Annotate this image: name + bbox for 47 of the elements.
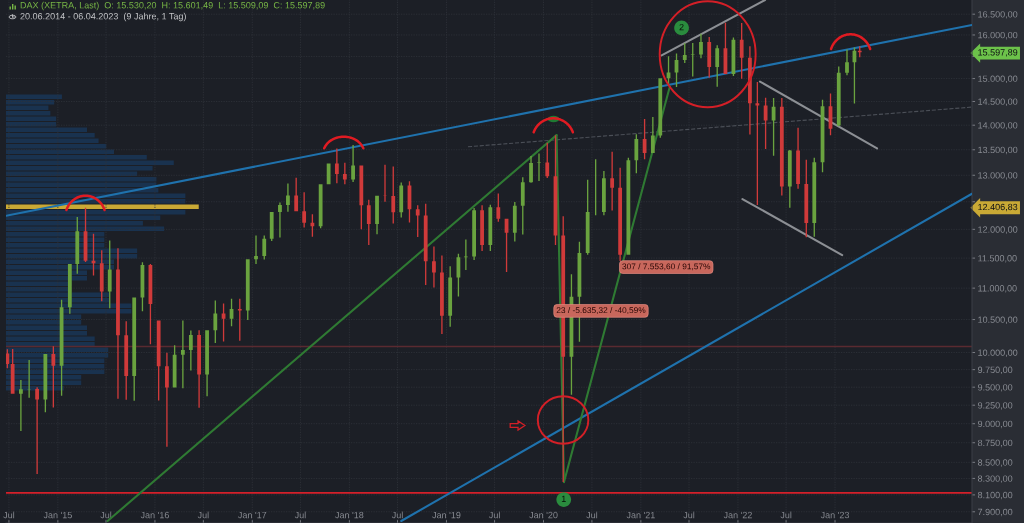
y-tick-label: 14.000,00 [978,122,1018,130]
annotation: 2 [679,23,684,31]
x-tick-label: Jul [391,511,403,519]
x-tick-label: Jul [294,511,306,519]
y-tick-label: 16.000,00 [978,31,1018,40]
annotation: 1 [561,495,566,502]
x-tick-label: Jan '22 [723,511,752,519]
y-tick-label: 9.250,00 [977,402,1013,410]
y-tick-label: 13.500,00 [978,146,1018,155]
y-tick-label: 9.500,00 [977,384,1013,392]
y-tick-label: 15.597,89 [978,49,1018,57]
y-tick-label: 12.000,00 [978,226,1018,234]
y-tick-label: 15.000,00 [978,75,1018,83]
chart-title: DAX (XETRA, Last) O: 15.530,20 H: 15.601,49 L: 15.509,09 C: 15.597,89 [20,1,325,11]
x-tick-label: Jan '23 [820,511,850,519]
x-tick-label: Jan '21 [626,511,655,519]
x-tick-label: Jul [3,511,15,519]
annotation: 307 / 7.553,60 / 91,57% [622,263,711,271]
x-tick-label: Jan '15 [43,511,72,519]
y-tick-label: 8.750,00 [977,439,1013,448]
x-tick-label: Jan '18 [335,511,364,519]
y-tick-label: 8.100,00 [977,491,1013,500]
x-tick-label: Jul [197,511,209,519]
x-tick-label: Jul [586,511,598,519]
y-tick-label: 10.500,00 [978,316,1018,324]
y-tick-label: 14.500,00 [978,98,1018,106]
x-tick-label: Jan '20 [529,511,558,519]
y-tick-label: 7.900,00 [978,508,1013,517]
y-tick-label: 9.750,00 [977,366,1013,375]
x-tick-label: Jan '19 [432,511,461,519]
text: 20.06.2014 - 06.04.2023 (9 Jahre, 1 Tag) [20,12,186,22]
x-tick-label: Jan '17 [238,511,267,519]
x-tick-label: Jul [100,511,112,519]
y-tick-label: 12.406,83 [978,203,1018,212]
y-tick-label: 8.300,00 [977,475,1013,483]
annotation: 23 / -5.635,32 / -40,59% [556,306,646,315]
x-tick-label: Jan '16 [140,511,169,519]
y-tick-label: 9.000,00 [977,420,1013,429]
y-tick-label: 11.000,00 [978,285,1017,293]
y-tick-label: 8.500,00 [977,459,1013,467]
y-tick-label: 11.500,00 [978,255,1017,263]
y-tick-label: 13.000,00 [978,172,1018,180]
y-tick-label: 16.500,00 [978,11,1018,19]
x-tick-label: Jul [780,511,792,519]
x-tick-label: Jul [488,511,500,519]
x-tick-label: Jul [683,511,695,519]
y-tick-label: 10.000,00 [978,349,1018,357]
